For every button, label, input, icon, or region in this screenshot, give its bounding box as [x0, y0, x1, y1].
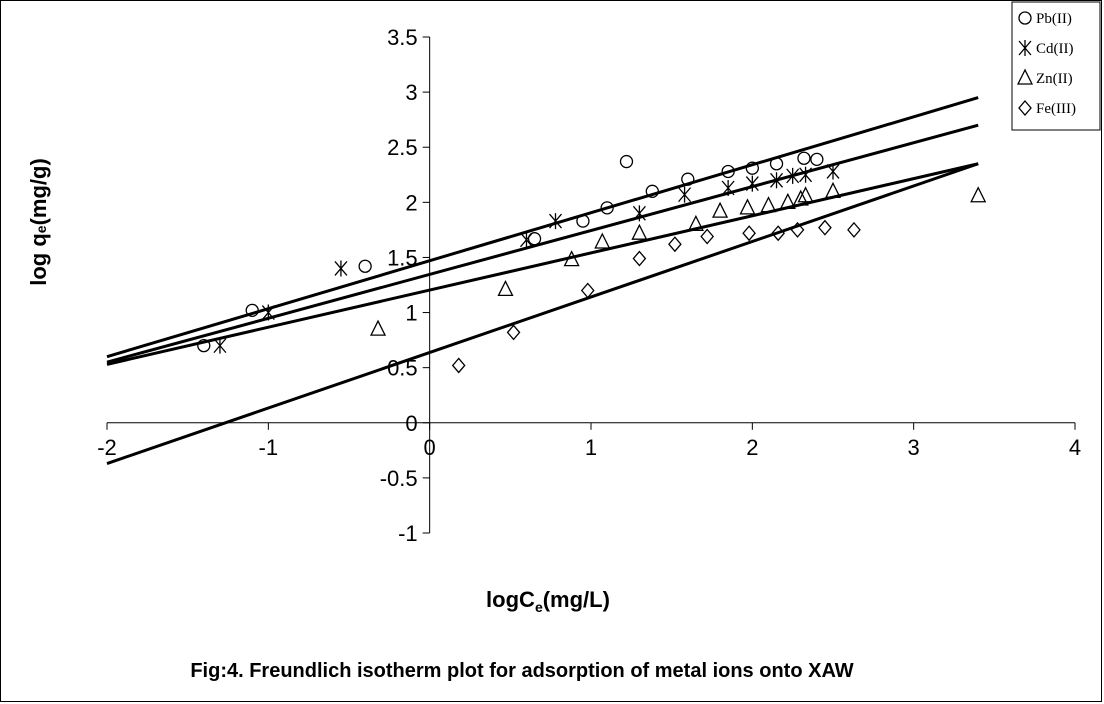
data-point [742, 225, 756, 242]
legend-marker [1018, 100, 1032, 116]
fit-lines [106, 96, 979, 465]
data-point [847, 221, 861, 238]
data-point [580, 282, 595, 299]
data-point [779, 192, 796, 209]
legend-marker [1018, 11, 1032, 25]
x-tick-label: 1 [585, 435, 597, 460]
data-point [576, 214, 590, 228]
data-point [769, 157, 784, 171]
data-point [527, 232, 542, 246]
data-point [797, 151, 811, 165]
data-point [799, 166, 813, 183]
x-tick-label: 3 [908, 435, 920, 460]
data-markers [197, 151, 987, 374]
data-point [563, 250, 580, 267]
data-point [600, 201, 614, 215]
data-point [687, 214, 704, 232]
legend-label: Pb(II) [1036, 11, 1072, 27]
data-point [213, 337, 227, 354]
data-point [760, 196, 777, 213]
legend-label: Zn(II) [1036, 71, 1073, 87]
data-point [770, 172, 784, 189]
y-tick-label: -1 [398, 521, 418, 546]
figure-caption: Fig:4. Freundlich isotherm plot for adso… [190, 660, 853, 682]
data-point [197, 338, 211, 353]
legend-marker [1016, 68, 1034, 85]
data-point [369, 319, 387, 336]
legend-label: Fe(III) [1036, 101, 1076, 117]
data-point [631, 223, 648, 240]
fit-line [106, 96, 979, 359]
x-tick-label: 4 [1069, 435, 1081, 460]
x-tick-label: 2 [746, 435, 758, 460]
data-point [810, 152, 824, 166]
data-point [645, 184, 659, 198]
data-point [712, 201, 729, 218]
data-point [245, 303, 259, 318]
data-point [632, 250, 647, 267]
data-point [826, 163, 840, 180]
y-tick-label: 3.5 [387, 25, 418, 50]
data-point [786, 167, 800, 184]
data-point [451, 357, 466, 374]
data-point [549, 213, 563, 230]
data-point [261, 304, 275, 321]
data-point [358, 259, 372, 273]
x-tick-label: -1 [259, 435, 279, 460]
data-point [632, 205, 646, 222]
data-point [818, 219, 832, 236]
y-tick-label: 0 [405, 411, 417, 436]
data-point [519, 231, 533, 248]
data-point [497, 279, 514, 297]
y-tick-label: 2 [405, 190, 417, 215]
y-tick-label: 1.5 [387, 245, 418, 270]
data-point [970, 186, 987, 203]
data-point [506, 324, 521, 341]
data-point [721, 180, 735, 197]
x-axis-title: logCe(mg/L) [486, 587, 610, 615]
data-point [797, 186, 814, 203]
legend-marker [1018, 40, 1032, 56]
data-point [745, 161, 759, 175]
data-point [739, 198, 756, 215]
y-tick-label: 0.5 [387, 356, 418, 381]
data-point [681, 172, 695, 186]
y-tick-label: 1 [405, 301, 417, 326]
data-point [668, 236, 682, 253]
data-point [721, 164, 735, 179]
data-point [745, 175, 759, 192]
data-point [790, 221, 805, 238]
data-point [334, 260, 348, 277]
y-tick-label: 2.5 [387, 135, 418, 160]
data-point [678, 186, 692, 203]
ticks: -2 -1 0 1 2 3 4-1-0.500.511.522.533.5 [97, 25, 1081, 546]
data-point [700, 228, 715, 245]
x-tick-label: 0 [424, 435, 436, 460]
legend: Pb(II) Cd(II) Zn(II) Fe(III) [1011, 1, 1101, 131]
y-tick-label: 3 [405, 80, 417, 105]
data-point [594, 232, 611, 249]
y-axis-title: log qe(mg/g) [26, 158, 51, 286]
y-tick-label: -0.5 [380, 466, 418, 491]
data-point [619, 154, 634, 169]
x-tick-label: -2 [97, 435, 117, 460]
data-point [824, 181, 842, 198]
data-point [792, 189, 809, 206]
fit-line [106, 123, 979, 364]
fit-line [106, 162, 979, 465]
fit-line [106, 162, 979, 366]
legend-label: Cd(II) [1036, 41, 1074, 57]
data-point [771, 225, 786, 242]
